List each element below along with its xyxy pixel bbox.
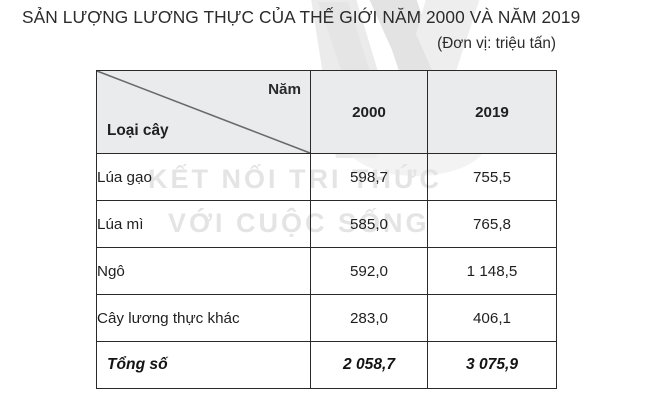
row-label-maize: Ngô xyxy=(96,247,311,295)
column-header-2019: 2019 xyxy=(427,70,557,154)
row-label-other: Cây lương thực khác xyxy=(96,294,311,342)
unit-note: (Đơn vị: triệu tấn) xyxy=(437,35,556,52)
table-row: Cây lương thực khác 283,0 406,1 xyxy=(96,294,557,342)
diagonal-divider-icon xyxy=(97,71,310,153)
cell-wheat-2000: 585,0 xyxy=(310,200,428,248)
column-header-label: Năm xyxy=(268,81,301,98)
cell-rice-2000: 598,7 xyxy=(310,153,428,201)
table-row: Lúa gạo 598,7 755,5 xyxy=(96,153,557,201)
cell-other-2000: 283,0 xyxy=(310,294,428,342)
row-label-rice: Lúa gạo xyxy=(96,153,311,201)
cell-other-2019: 406,1 xyxy=(427,294,557,342)
cell-maize-2000: 592,0 xyxy=(310,247,428,295)
cell-maize-2019: 1 148,5 xyxy=(427,247,557,295)
data-table-wrapper: Năm Loại cây 2000 2019 Lúa gạo 598,7 755… xyxy=(96,70,557,389)
column-header-2000: 2000 xyxy=(310,70,428,154)
row-label-total: Tổng số xyxy=(96,341,311,389)
table-corner-cell: Năm Loại cây xyxy=(96,70,311,154)
cell-wheat-2019: 765,8 xyxy=(427,200,557,248)
page-title: SẢN LƯỢNG LƯƠNG THỰC CỦA THẾ GIỚI NĂM 20… xyxy=(22,7,581,27)
cell-total-2019: 3 075,9 xyxy=(427,341,557,389)
cell-rice-2019: 755,5 xyxy=(427,153,557,201)
row-header-label: Loại cây xyxy=(107,122,169,139)
cell-total-2000: 2 058,7 xyxy=(310,341,428,389)
food-production-table: Năm Loại cây 2000 2019 Lúa gạo 598,7 755… xyxy=(96,70,557,389)
table-row: Ngô 592,0 1 148,5 xyxy=(96,247,557,295)
table-header-row: Năm Loại cây 2000 2019 xyxy=(96,70,557,154)
table-total-row: Tổng số 2 058,7 3 075,9 xyxy=(96,341,557,389)
row-label-wheat: Lúa mì xyxy=(96,200,311,248)
table-row: Lúa mì 585,0 765,8 xyxy=(96,200,557,248)
